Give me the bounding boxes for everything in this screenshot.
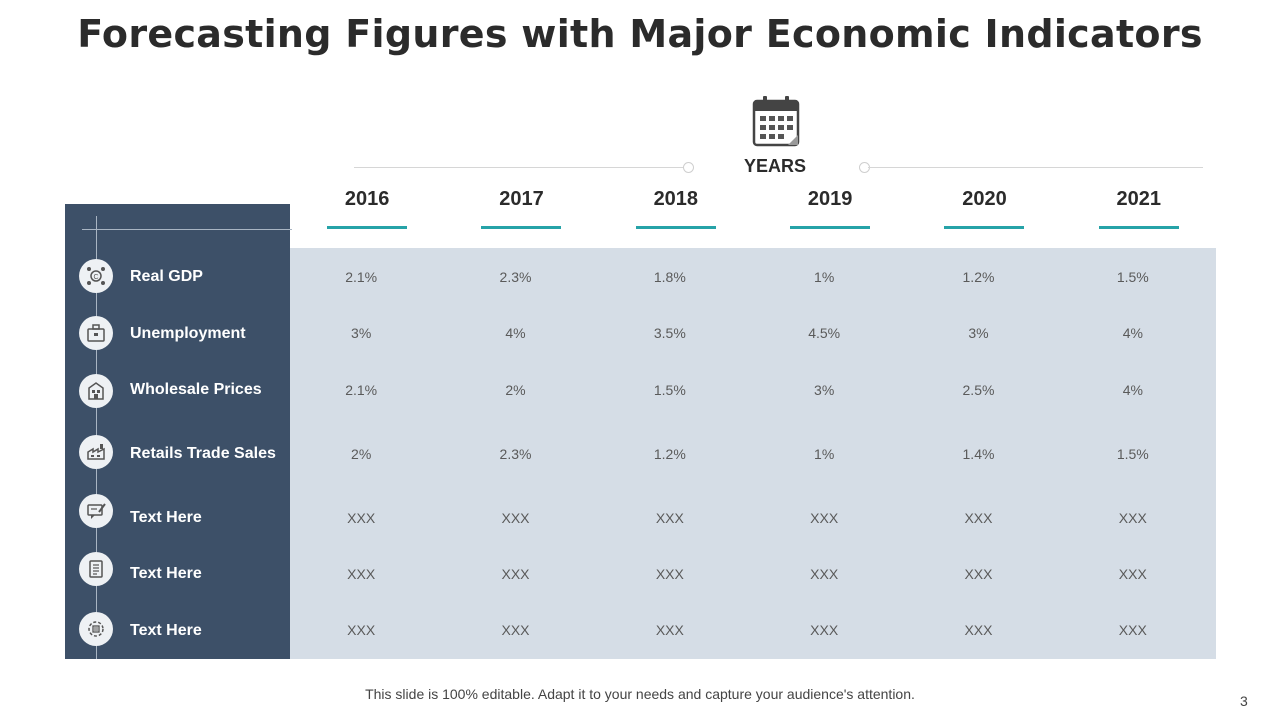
table-cell: 1.2% bbox=[653, 446, 686, 462]
table-row: 2% 2.3% 1.2% 1% 1.4% 1.5% bbox=[290, 446, 1216, 462]
table-cell: 2% bbox=[505, 382, 526, 398]
table-cell: 1% bbox=[814, 446, 835, 462]
row-label: Text Here bbox=[130, 509, 202, 526]
year-header: 2016 bbox=[290, 186, 444, 236]
gdp-icon: C bbox=[79, 259, 113, 293]
table-cell: XXX bbox=[501, 566, 530, 582]
table-row: XXX XXX XXX XXX XXX XXX bbox=[290, 566, 1216, 582]
year-label: 2021 bbox=[1116, 188, 1162, 210]
year-label: 2016 bbox=[344, 188, 390, 210]
year-underline bbox=[481, 226, 562, 229]
table-cell: 1% bbox=[814, 269, 835, 285]
table-cell: XXX bbox=[1118, 622, 1147, 638]
table-cell: XXX bbox=[810, 622, 839, 638]
table-cell: XXX bbox=[810, 510, 839, 526]
table-cell: XXX bbox=[347, 566, 376, 582]
table-cell: XXX bbox=[1118, 566, 1147, 582]
table-cell: 1.8% bbox=[653, 269, 686, 285]
factory-icon bbox=[79, 435, 113, 469]
year-underline bbox=[635, 226, 716, 229]
table-row: XXX XXX XXX XXX XXX XXX bbox=[290, 510, 1216, 526]
year-header: 2020 bbox=[907, 186, 1061, 236]
table-cell: XXX bbox=[655, 622, 684, 638]
table-cell: 4% bbox=[1122, 325, 1143, 341]
row-label: Text Here bbox=[130, 622, 202, 639]
table-cell: 2.3% bbox=[499, 446, 532, 462]
year-label: 2017 bbox=[499, 188, 544, 210]
values-grid bbox=[290, 248, 1216, 659]
gear-document-icon bbox=[79, 612, 113, 646]
table-cell: 2.1% bbox=[345, 382, 378, 398]
table-row: 2.1% 2% 1.5% 3% 2.5% 4% bbox=[290, 382, 1216, 398]
table-cell: XXX bbox=[347, 622, 376, 638]
table-cell: 1.4% bbox=[962, 446, 995, 462]
table-cell: 4.5% bbox=[808, 325, 841, 341]
year-header-row: 2016 2017 2018 2019 2020 2021 bbox=[290, 186, 1216, 236]
table-cell: XXX bbox=[501, 510, 530, 526]
table-cell: 1.5% bbox=[653, 382, 686, 398]
year-label: 2018 bbox=[653, 188, 699, 210]
timeline-line-left bbox=[354, 167, 684, 168]
timeline-line-right bbox=[868, 167, 1203, 168]
year-header: 2017 bbox=[444, 186, 598, 236]
table-cell: XXX bbox=[964, 510, 993, 526]
table-row: XXX XXX XXX XXX XXX XXX bbox=[290, 622, 1216, 638]
table-cell: XXX bbox=[347, 510, 376, 526]
year-underline bbox=[1098, 226, 1179, 229]
row-label: Wholesale Prices bbox=[130, 381, 262, 398]
table-cell: 2.5% bbox=[962, 382, 995, 398]
svg-text:C: C bbox=[93, 274, 98, 281]
table-cell: 1.5% bbox=[1116, 446, 1149, 462]
table-cell: 1.5% bbox=[1116, 269, 1149, 285]
table-cell: 3% bbox=[968, 325, 989, 341]
sidebar-divider bbox=[82, 229, 292, 230]
year-header: 2019 bbox=[753, 186, 907, 236]
calendar-icon bbox=[752, 96, 800, 147]
table-cell: XXX bbox=[964, 566, 993, 582]
chat-edit-icon bbox=[79, 494, 113, 528]
table-cell: XXX bbox=[655, 566, 684, 582]
year-underline bbox=[944, 226, 1025, 229]
table-cell: 2.1% bbox=[345, 269, 378, 285]
table-cell: 2% bbox=[351, 446, 372, 462]
page-number: 3 bbox=[1240, 693, 1248, 709]
row-label: Real GDP bbox=[130, 268, 203, 285]
document-icon bbox=[79, 552, 113, 586]
year-label: 2020 bbox=[962, 188, 1007, 210]
table-cell: XXX bbox=[1118, 510, 1147, 526]
row-label: Retails Trade Sales bbox=[130, 445, 276, 462]
table-cell: XXX bbox=[655, 510, 684, 526]
table-cell: 3% bbox=[351, 325, 372, 341]
timeline-dot-left bbox=[683, 162, 694, 173]
table-cell: 3% bbox=[814, 382, 835, 398]
slide-title: Forecasting Figures with Major Economic … bbox=[77, 12, 1203, 56]
table-cell: XXX bbox=[964, 622, 993, 638]
year-header: 2018 bbox=[599, 186, 753, 236]
table-cell: 4% bbox=[505, 325, 526, 341]
table-cell: 1.2% bbox=[962, 269, 995, 285]
table-cell: 3.5% bbox=[653, 325, 686, 341]
year-underline bbox=[790, 226, 871, 229]
row-label: Unemployment bbox=[130, 325, 246, 342]
briefcase-icon bbox=[79, 316, 113, 350]
year-label: 2019 bbox=[807, 188, 853, 210]
table-row: 3% 4% 3.5% 4.5% 3% 4% bbox=[290, 325, 1216, 341]
years-label: YEARS bbox=[743, 156, 806, 176]
row-label: Text Here bbox=[130, 565, 202, 582]
table-row: 2.1% 2.3% 1.8% 1% 1.2% 1.5% bbox=[290, 269, 1216, 285]
year-underline bbox=[327, 226, 408, 229]
year-header: 2021 bbox=[1062, 186, 1216, 236]
table-cell: 2.3% bbox=[499, 269, 532, 285]
table-cell: XXX bbox=[501, 622, 530, 638]
building-icon bbox=[79, 374, 113, 408]
footer-note: This slide is 100% editable. Adapt it to… bbox=[365, 686, 915, 702]
table-cell: 4% bbox=[1122, 382, 1143, 398]
table-cell: XXX bbox=[810, 566, 839, 582]
